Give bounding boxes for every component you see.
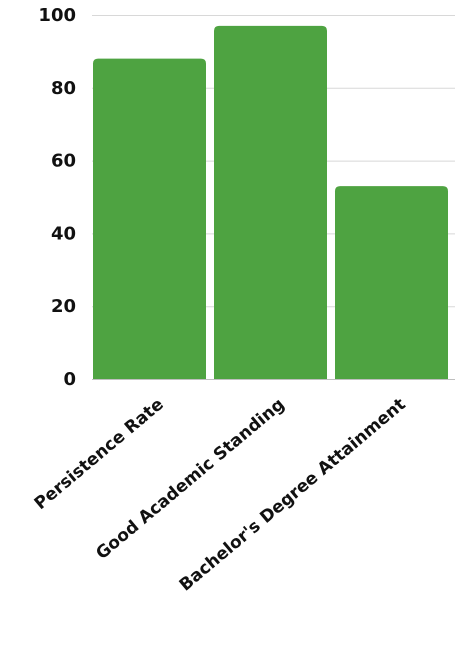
y-tick-label: 60 — [51, 151, 76, 172]
y-tick-label: 20 — [51, 296, 76, 317]
x-category-label: Persistence Rate — [31, 395, 168, 514]
x-category-label: Bachelor's Degree Attainment — [176, 395, 410, 596]
y-axis-tick-labels: 0 20 40 60 80 100 — [38, 5, 76, 390]
x-category-label: Good Academic Standing — [92, 395, 288, 564]
bar-2 — [335, 186, 448, 379]
y-tick-label: 80 — [51, 78, 76, 99]
y-tick-label: 0 — [63, 369, 76, 390]
bar-1 — [214, 25, 327, 379]
bar-0 — [93, 58, 206, 380]
y-tick-label: 100 — [38, 5, 76, 26]
bars — [93, 25, 448, 380]
y-tick-label: 40 — [51, 223, 76, 244]
